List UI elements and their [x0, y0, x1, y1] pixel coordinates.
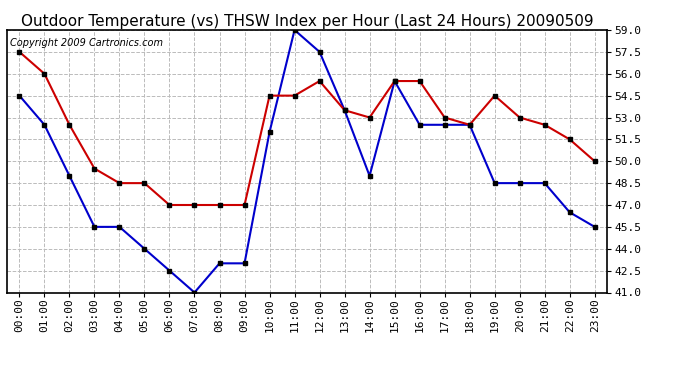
Title: Outdoor Temperature (vs) THSW Index per Hour (Last 24 Hours) 20090509: Outdoor Temperature (vs) THSW Index per … [21, 14, 593, 29]
Text: Copyright 2009 Cartronics.com: Copyright 2009 Cartronics.com [10, 38, 163, 48]
